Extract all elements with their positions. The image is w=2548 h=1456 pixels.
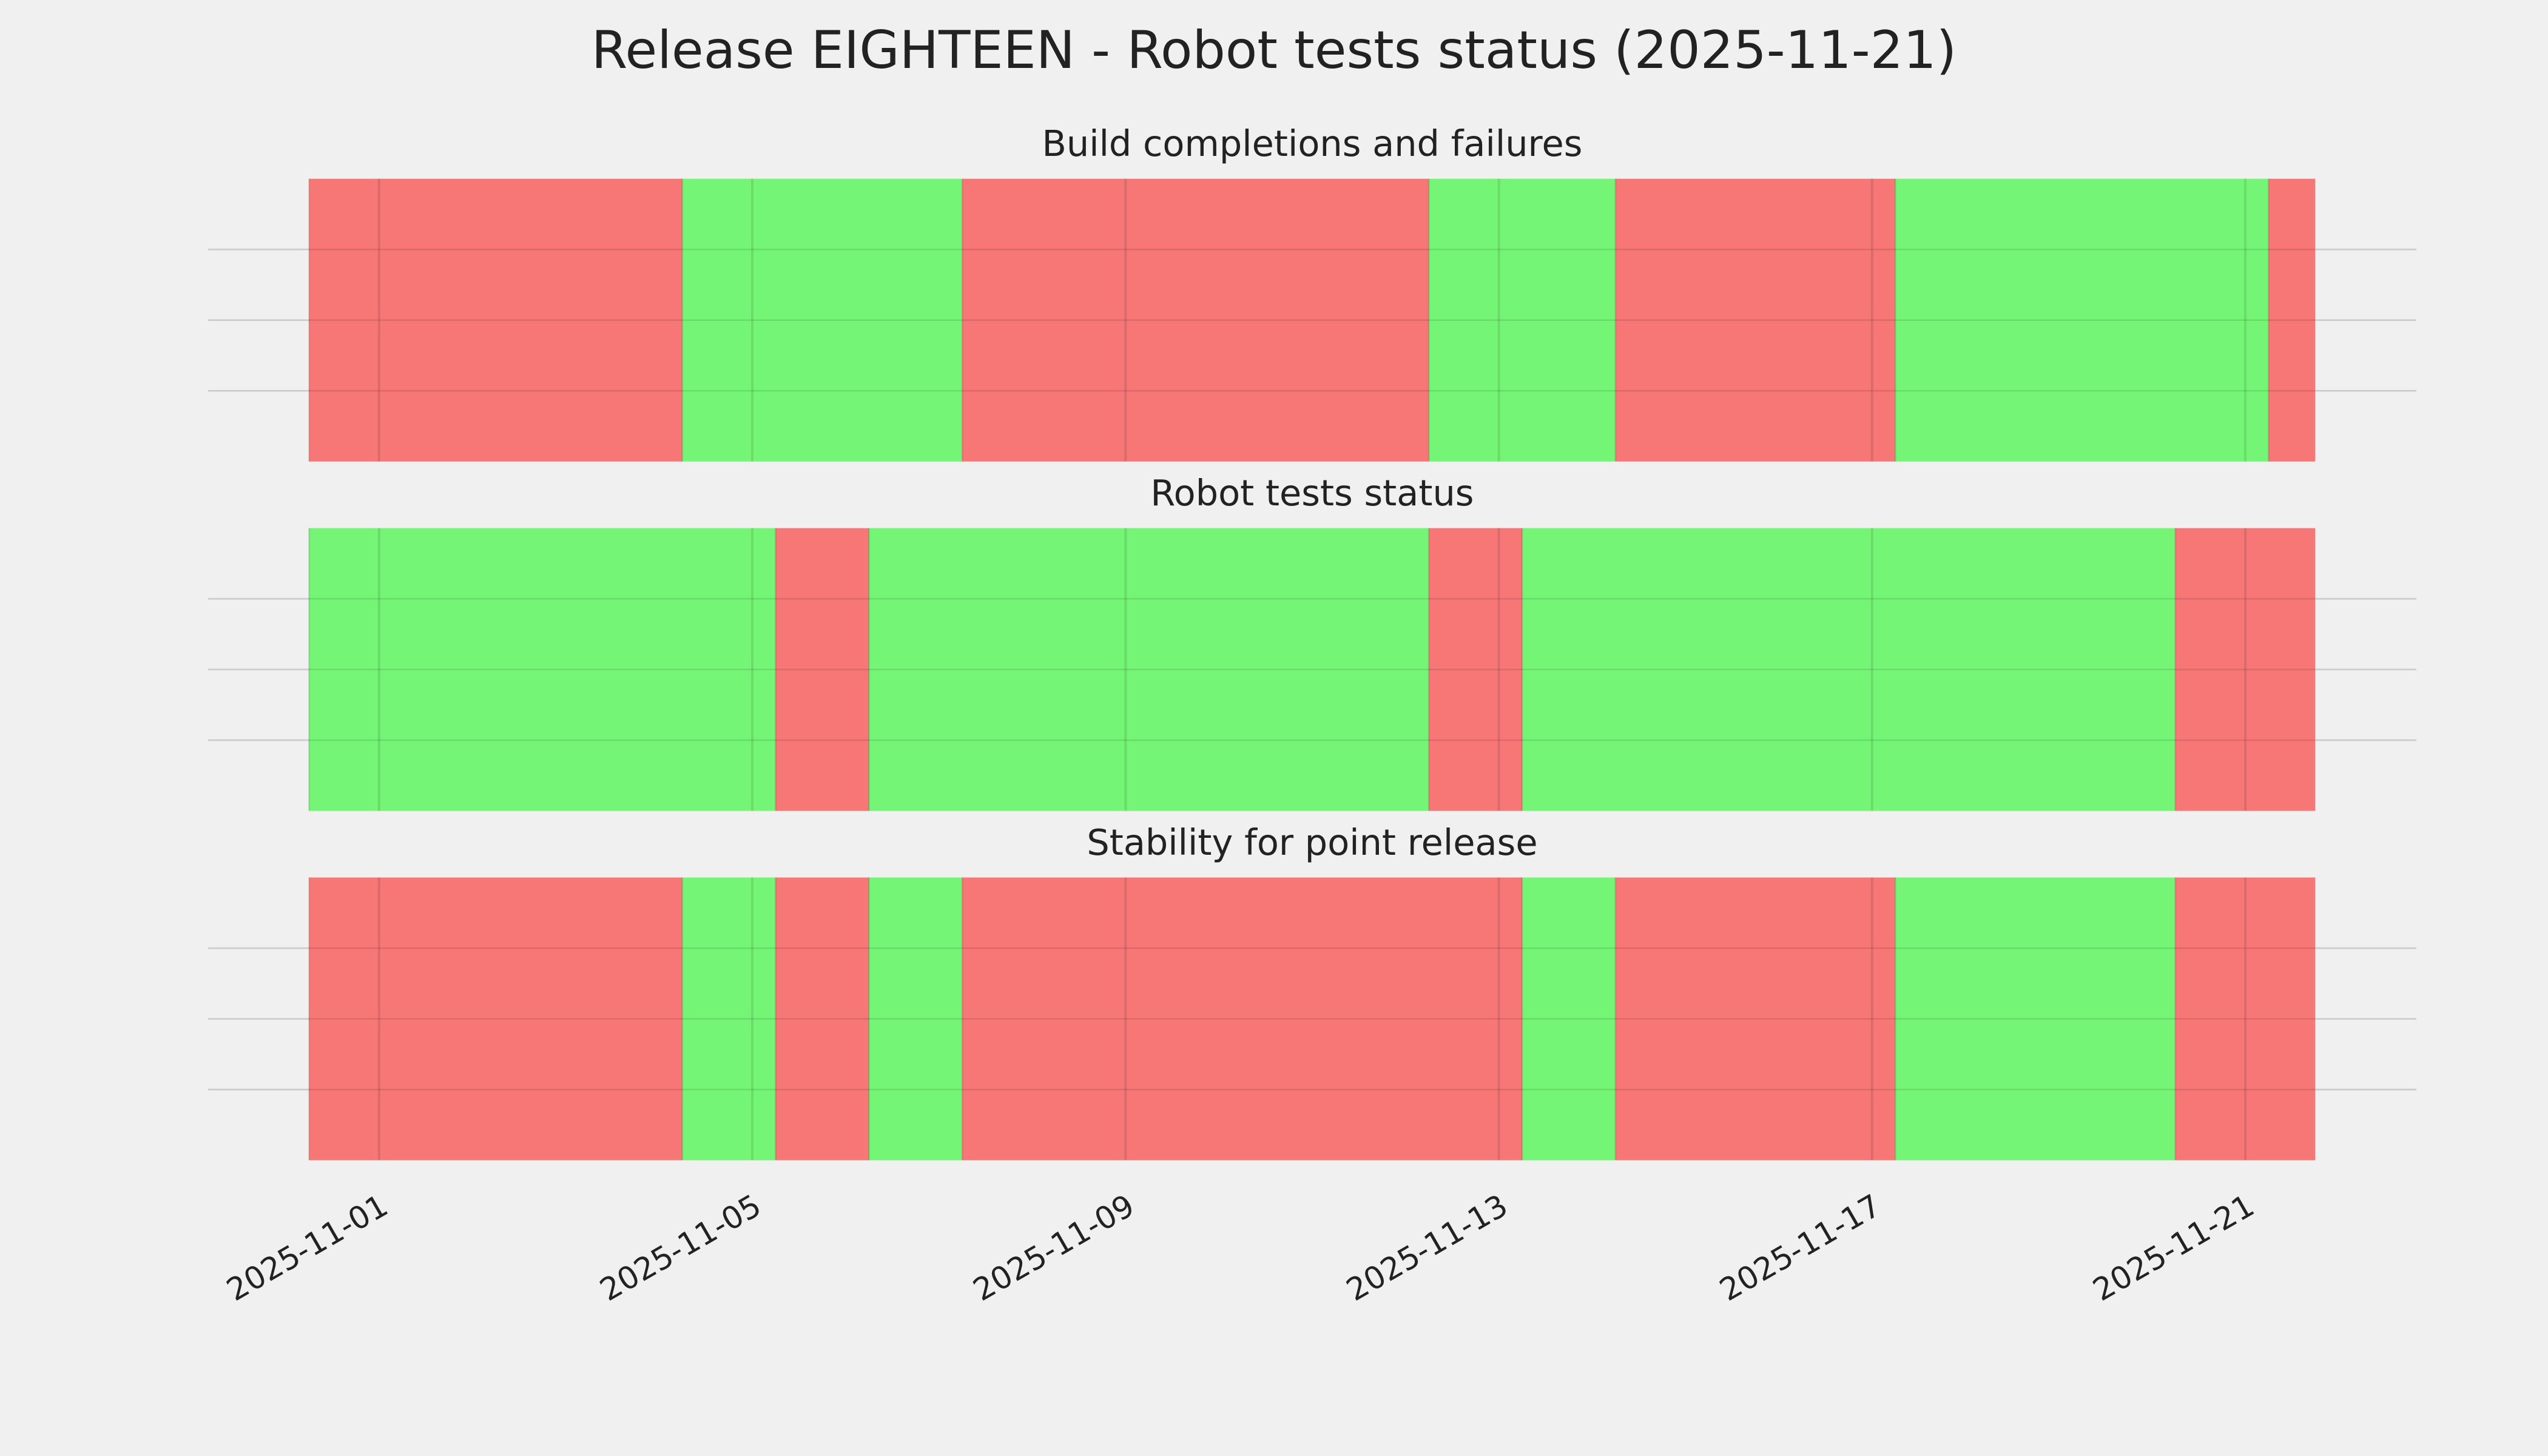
panel-title: Robot tests status bbox=[1150, 472, 1474, 514]
status-span bbox=[309, 178, 682, 462]
status-span bbox=[1522, 528, 2176, 811]
panel-title: Build completions and failures bbox=[1042, 123, 1582, 164]
status-span bbox=[1522, 877, 1616, 1161]
status-span bbox=[962, 178, 1429, 462]
status-span bbox=[2268, 178, 2316, 462]
status-span bbox=[682, 178, 963, 462]
status-span bbox=[869, 877, 963, 1161]
status-span bbox=[1895, 178, 2269, 462]
status-span bbox=[775, 528, 869, 811]
status-span bbox=[1429, 528, 1523, 811]
status-span bbox=[775, 877, 869, 1161]
status-span bbox=[962, 877, 1523, 1161]
status-span bbox=[869, 528, 1429, 811]
panel-title: Stability for point release bbox=[1087, 821, 1537, 863]
status-span bbox=[309, 528, 776, 811]
status-span bbox=[309, 877, 682, 1161]
status-span bbox=[1895, 877, 2176, 1161]
status-span bbox=[2175, 877, 2316, 1161]
status-span bbox=[1429, 178, 1616, 462]
chart-title: Release EIGHTEEN - Robot tests status (2… bbox=[592, 20, 1956, 81]
status-span bbox=[1615, 178, 1896, 462]
status-span bbox=[2175, 528, 2316, 811]
status-span bbox=[682, 877, 776, 1161]
status-span bbox=[1615, 877, 1896, 1161]
